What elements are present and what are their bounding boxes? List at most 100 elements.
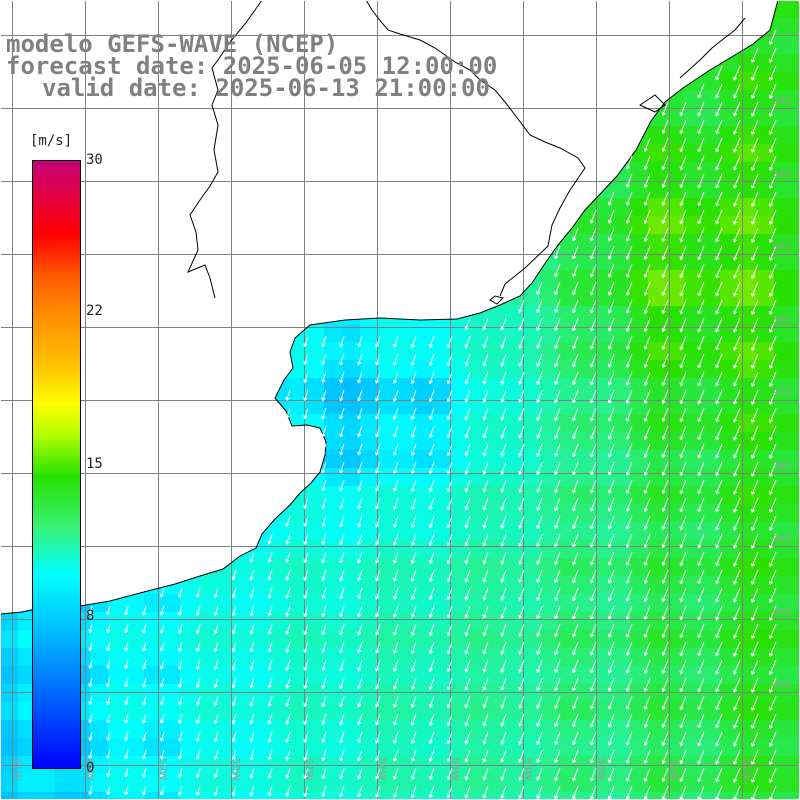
speed-cell [324, 486, 342, 504]
wind-arrow [285, 713, 291, 725]
wind-arrow [124, 641, 129, 652]
wind-arrow [590, 623, 597, 638]
wind-arrow [679, 587, 687, 603]
speed-cell [342, 468, 360, 486]
speed-cell [378, 720, 396, 738]
speed-cell [558, 648, 576, 666]
wind-arrow [428, 785, 435, 798]
wind-arrow [697, 605, 705, 621]
wind-arrow [697, 731, 705, 747]
wind-arrow [464, 749, 471, 763]
speed-cell [720, 216, 738, 234]
speed-cell [486, 522, 504, 540]
speed-cell [414, 774, 432, 792]
speed-cell [162, 648, 180, 666]
wind-arrow [142, 659, 147, 670]
wind-arrow [321, 623, 327, 636]
wind-arrow [106, 785, 111, 796]
wind-arrow [231, 749, 237, 761]
wind-arrow [715, 335, 723, 351]
wind-arrow [357, 515, 363, 528]
speed-cell [738, 504, 756, 522]
speed-cell [540, 342, 558, 360]
speed-cell [306, 774, 324, 792]
wind-arrow [769, 695, 777, 711]
speed-cell [558, 378, 576, 396]
speed-cell [450, 738, 468, 756]
wind-arrow [482, 551, 489, 565]
wind-arrow [607, 605, 615, 620]
wind-arrow [643, 317, 651, 332]
wind-arrow [267, 623, 273, 635]
wind-arrow [375, 695, 381, 708]
speed-cell [180, 738, 198, 756]
speed-cell [468, 612, 486, 630]
speed-cell [522, 468, 540, 486]
wind-arrow [249, 677, 255, 689]
wind-arrow [303, 353, 309, 365]
wind-arrow [769, 101, 777, 117]
wind-arrow [572, 245, 579, 260]
speed-cell [378, 666, 396, 684]
speed-cell [180, 792, 198, 800]
wind-arrow [357, 659, 363, 672]
wind-arrow [733, 479, 741, 495]
speed-cell [540, 720, 558, 738]
speed-cell [360, 720, 378, 738]
wind-arrow [715, 101, 723, 117]
speed-cell [792, 360, 800, 378]
speed-cell [378, 414, 396, 432]
wind-arrow [160, 713, 165, 724]
speed-cell [756, 378, 774, 396]
wind-arrow [697, 101, 705, 117]
speed-cell [684, 576, 702, 594]
speed-cell [774, 126, 792, 144]
wind-arrow [321, 659, 327, 672]
speed-cell [396, 486, 414, 504]
speed-cell [216, 702, 234, 720]
wind-arrow [339, 551, 345, 564]
speed-cell [630, 216, 648, 234]
wind-arrow [697, 83, 705, 99]
wind-arrow [769, 29, 777, 45]
wind-arrow [643, 677, 651, 692]
speed-cell [576, 666, 594, 684]
speed-cell [702, 648, 720, 666]
wind-arrow [607, 263, 615, 278]
speed-cell [774, 504, 792, 522]
wind-arrow [679, 353, 687, 369]
wind-arrow [536, 641, 543, 655]
wind-arrow [500, 569, 507, 583]
speed-cell [54, 774, 72, 792]
wind-arrow [464, 335, 471, 349]
wind-arrow [751, 623, 759, 639]
speed-cell [756, 486, 774, 504]
wind-arrow [554, 677, 561, 692]
wind-arrow [769, 263, 777, 279]
speed-cell [738, 144, 756, 162]
colorbar-unit: [m/s] [30, 133, 73, 149]
speed-cell [558, 612, 576, 630]
speed-cell [486, 666, 504, 684]
speed-cell [396, 630, 414, 648]
speed-cell [36, 792, 54, 800]
speed-cell [306, 720, 324, 738]
wind-arrow [554, 281, 561, 296]
speed-cell [540, 702, 558, 720]
wind-arrow [160, 677, 165, 688]
wind-arrow [554, 605, 561, 620]
wind-arrow [751, 533, 759, 549]
speed-cell [576, 378, 594, 396]
wind-arrow [733, 515, 741, 531]
speed-cell [612, 504, 630, 522]
speed-cell [756, 792, 774, 800]
wind-arrow [679, 569, 687, 585]
wind-arrow [733, 155, 741, 171]
speed-cell [774, 90, 792, 108]
wind-arrow [715, 263, 723, 279]
speed-cell [630, 648, 648, 666]
speed-cell [468, 576, 486, 594]
speed-cell [684, 324, 702, 342]
wind-arrow [249, 569, 255, 581]
